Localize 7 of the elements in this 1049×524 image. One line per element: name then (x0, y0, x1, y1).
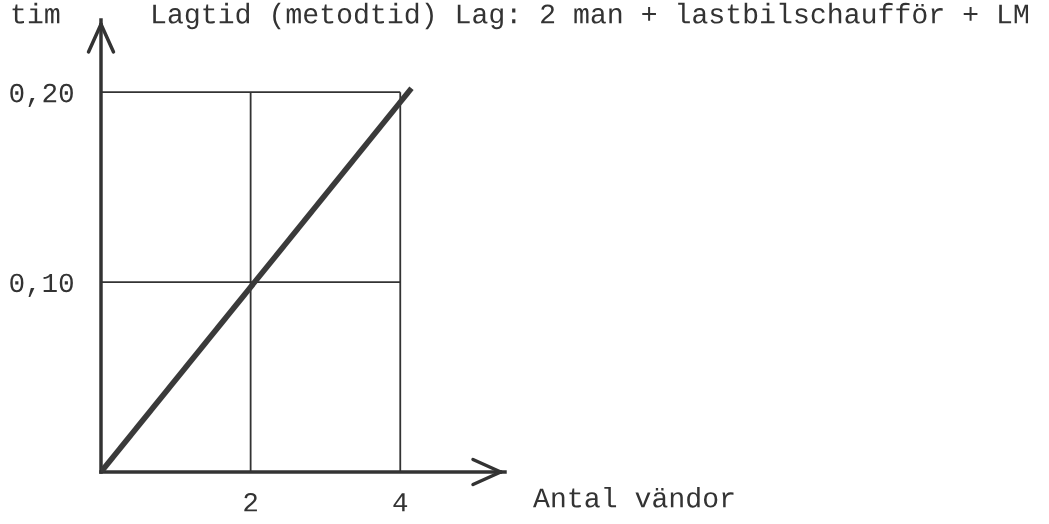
y-axis-title: tim (12, 2, 60, 24)
text: Lagtid (metodtid) Lag: 2 man + lastbilschaufför + LM (153, 2, 1029, 30)
y-tick-label: 0,10 (10, 273, 73, 297)
x-tick-label: 2 (244, 492, 257, 512)
y-tick-label: 0,20 (10, 83, 73, 108)
x-tick-label: 4 (393, 493, 408, 512)
x-axis-title: Antal vändor (533, 486, 734, 508)
